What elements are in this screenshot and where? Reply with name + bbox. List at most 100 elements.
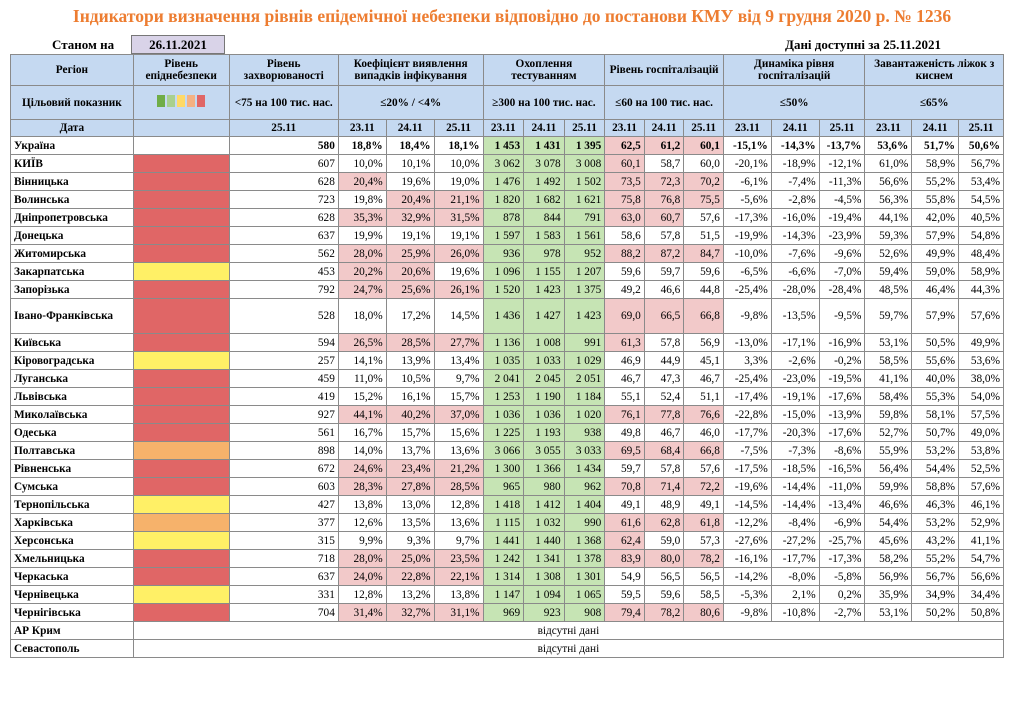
table-row: Харківська 377 12,6% 13,5% 13,6% 1 115 1 032 99… <box>10 513 1004 532</box>
hosp-dynamics-value: -9,8% <box>722 603 772 622</box>
detection-value: 19,6% <box>385 172 435 191</box>
hosp-dynamics-value: -12,1% <box>818 154 866 173</box>
danger-level-cell <box>132 531 230 550</box>
date-row: Дата 25.11 23.11 24.11 25.11 23.11 24.11… <box>10 119 1004 137</box>
detection-value: 20,2% <box>337 262 387 281</box>
hosp-dynamics-value: -16,0% <box>770 208 820 227</box>
detection-value: 25,6% <box>385 280 435 299</box>
testing-value: 2 041 <box>482 369 525 388</box>
testing-value: 1 378 <box>563 549 606 568</box>
detection-value: 26,1% <box>433 280 484 299</box>
region-name: КИЇВ <box>10 154 134 173</box>
oxygen-beds-value: 53,1% <box>864 333 913 352</box>
table-row-ukraine: Україна 580 18,8% 18,4% 18,1% 1 453 1 431 1 395… <box>10 136 1004 155</box>
oxygen-beds-value: 59,4% <box>864 262 913 281</box>
hosp-value: 61,2 <box>643 136 685 155</box>
testing-value: 923 <box>523 603 565 622</box>
table-row: Сумська 603 28,3% 27,8% 28,5% 965 980 962 70,8 71… <box>10 477 1004 496</box>
detection-value: 15,7% <box>385 423 435 442</box>
danger-level-cell <box>132 351 230 370</box>
oxygen-beds-value: 54,0% <box>958 387 1004 406</box>
incidence-value: 672 <box>228 459 339 478</box>
hosp-dynamics-value: -6,5% <box>722 262 772 281</box>
hosp-value: 78,2 <box>683 549 724 568</box>
testing-value: 1 029 <box>563 351 606 370</box>
incidence-value: 637 <box>228 226 339 245</box>
hosp-dynamics-value: -28,4% <box>818 280 866 299</box>
testing-value: 1 020 <box>563 405 606 424</box>
hosp-value: 48,9 <box>643 495 685 514</box>
hosp-dynamics-value: -13,5% <box>770 298 820 334</box>
region-name: Харківська <box>10 513 134 532</box>
hosp-value: 49,2 <box>604 280 645 299</box>
danger-level-cell <box>132 208 230 227</box>
hosp-value: 72,3 <box>643 172 685 191</box>
hosp-dynamics-value: -5,6% <box>722 190 772 209</box>
testing-value: 990 <box>563 513 606 532</box>
incidence-value: 561 <box>228 423 339 442</box>
detection-value: 23,5% <box>433 549 484 568</box>
incidence-value: 628 <box>228 172 339 191</box>
hosp-value: 84,7 <box>683 244 724 263</box>
testing-value: 991 <box>563 333 606 352</box>
table-row: Київська 594 26,5% 28,5% 27,7% 1 136 1 008 991 6… <box>10 333 1004 352</box>
incidence-value: 580 <box>228 136 339 155</box>
col-testing: Охоплення тестуванням <box>482 54 606 86</box>
date-test-3: 25.11 <box>563 119 606 137</box>
hosp-dynamics-value: -13,9% <box>818 405 866 424</box>
hosp-dynamics-value: -7,5% <box>722 441 772 460</box>
oxygen-beds-value: 59,3% <box>864 226 913 245</box>
date-incidence: 25.11 <box>228 119 339 137</box>
incidence-value: 377 <box>228 513 339 532</box>
danger-level-cell <box>132 495 230 514</box>
hosp-dynamics-value: -2,8% <box>770 190 820 209</box>
detection-value: 26,5% <box>337 333 387 352</box>
hosp-dynamics-value: -20,1% <box>722 154 772 173</box>
oxygen-beds-value: 55,9% <box>864 441 913 460</box>
date-dyn-1: 23.11 <box>722 119 772 137</box>
hosp-dynamics-value: -15,1% <box>722 136 772 155</box>
hosp-value: 59,5 <box>604 585 645 604</box>
hosp-dynamics-value: -14,5% <box>722 495 772 514</box>
detection-value: 32,9% <box>385 208 435 227</box>
hosp-dynamics-value: -25,4% <box>722 280 772 299</box>
hosp-value: 59,7 <box>604 459 645 478</box>
hosp-value: 51,1 <box>683 387 724 406</box>
oxygen-beds-value: 35,9% <box>864 585 913 604</box>
hosp-dynamics-value: -14,3% <box>770 226 820 245</box>
hosp-value: 57,3 <box>683 531 724 550</box>
testing-value: 1 190 <box>523 387 565 406</box>
region-name: Полтавська <box>10 441 134 460</box>
testing-value: 1 375 <box>563 280 606 299</box>
hosp-value: 70,8 <box>604 477 645 496</box>
hosp-dynamics-value: -17,7% <box>770 549 820 568</box>
testing-value: 1 395 <box>563 136 606 155</box>
detection-value: 14,5% <box>433 298 484 334</box>
col-beds: Завантаженість ліжок з киснем <box>864 54 1004 86</box>
hosp-value: 60,0 <box>683 154 724 173</box>
hosp-dynamics-value: -17,7% <box>722 423 772 442</box>
detection-value: 13,8% <box>433 585 484 604</box>
testing-value: 1 404 <box>563 495 606 514</box>
detection-value: 19,1% <box>433 226 484 245</box>
target-row: Цільовий показник <75 на 100 тис. нас. ≤… <box>10 85 1004 120</box>
testing-value: 1 341 <box>523 549 565 568</box>
hosp-dynamics-value: -25,4% <box>722 369 772 388</box>
testing-value: 1 065 <box>563 585 606 604</box>
hosp-value: 75,8 <box>604 190 645 209</box>
testing-value: 1 440 <box>523 531 565 550</box>
incidence-value: 723 <box>228 190 339 209</box>
testing-value: 1 476 <box>482 172 525 191</box>
date-det-3: 25.11 <box>433 119 484 137</box>
date-level <box>132 119 230 137</box>
detection-value: 28,5% <box>385 333 435 352</box>
danger-level-cell <box>132 549 230 568</box>
hosp-dynamics-value: -17,3% <box>818 549 866 568</box>
hosp-value: 57,8 <box>643 333 685 352</box>
hosp-value: 47,3 <box>643 369 685 388</box>
target-detection: ≤20% / <4% <box>337 85 484 120</box>
target-testing: ≥300 на 100 тис. нас. <box>482 85 606 120</box>
date-test-2: 24.11 <box>523 119 565 137</box>
oxygen-beds-value: 34,9% <box>911 585 960 604</box>
region-name: Луганська <box>10 369 134 388</box>
